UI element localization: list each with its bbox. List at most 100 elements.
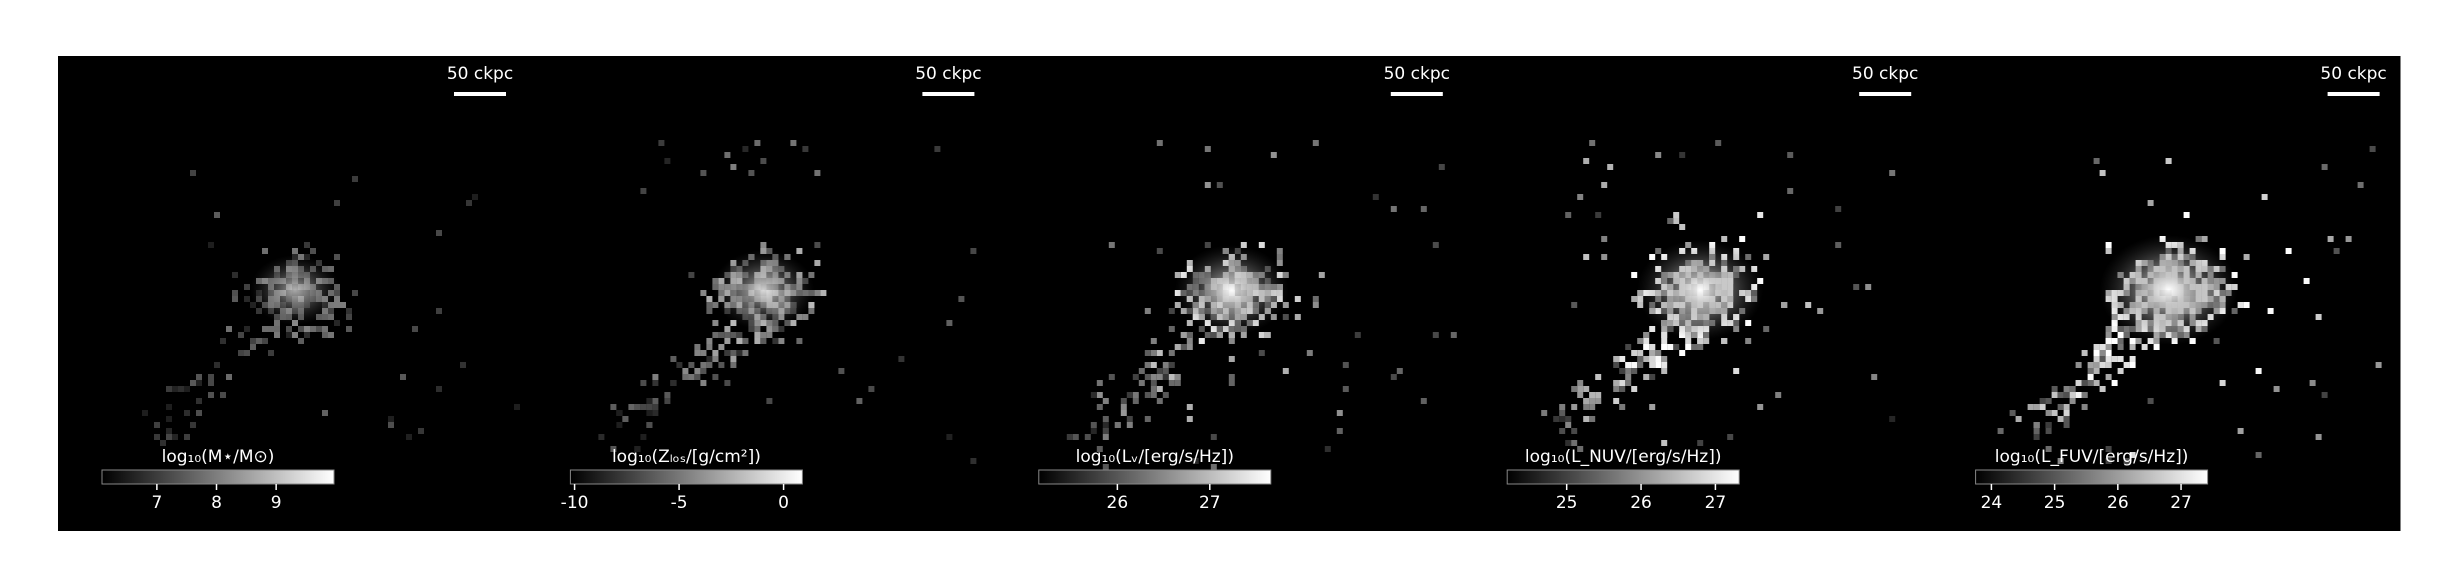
pixel (1186, 404, 1193, 410)
pixel (196, 398, 202, 404)
pixel (1577, 380, 1584, 386)
pixel (166, 386, 172, 392)
pixel (190, 170, 196, 176)
pixel (688, 362, 695, 368)
pixel (1733, 368, 1740, 374)
pixel (2303, 278, 2310, 284)
pixel (1595, 212, 1602, 218)
pixel (196, 380, 202, 386)
pixel (1342, 362, 1349, 368)
pixel (808, 308, 815, 314)
pixel (598, 434, 605, 440)
pixel (2105, 446, 2112, 452)
pixel (2093, 350, 2100, 356)
pixel (958, 296, 965, 302)
pixel (724, 380, 731, 386)
colorbar (1506, 469, 1740, 485)
pixel (616, 410, 623, 416)
pixel (1102, 422, 1109, 428)
pixel (970, 458, 977, 464)
pixel (760, 332, 767, 338)
pixel (1619, 386, 1626, 392)
pixel (1619, 380, 1626, 386)
pixel (1559, 410, 1566, 416)
pixel (2147, 398, 2154, 404)
pixel (1559, 428, 1566, 434)
pixel (1156, 398, 1163, 404)
pixel (2111, 326, 2118, 332)
pixel (1661, 362, 1668, 368)
colorbar-label: log₁₀(Lᵥ/[erg/s/Hz]) (1076, 447, 1234, 467)
pixel (652, 410, 659, 416)
pixel (1168, 350, 1175, 356)
pixel (640, 404, 647, 410)
pixel (2309, 380, 2316, 386)
pixel (1108, 374, 1115, 380)
pixel (1679, 350, 1686, 356)
pixel (1889, 416, 1896, 422)
pixel (1649, 326, 1656, 332)
pixel (1210, 434, 1217, 440)
scale-bar (2327, 92, 2380, 96)
pixel (1577, 194, 1584, 200)
pixel (1601, 182, 1608, 188)
pixel (322, 326, 328, 332)
pixel (334, 200, 340, 206)
pixel (1637, 350, 1644, 356)
pixel (1156, 386, 1163, 392)
pixel (1216, 332, 1223, 338)
panel: 50 ckpc log₁₀(Zₗₒₛ/[g/cm²]) -10 -5 0 (526, 56, 996, 531)
pixel (712, 320, 719, 326)
pixel (352, 290, 358, 296)
colorbar-tick-label: 0 (778, 493, 789, 513)
pixel (292, 332, 298, 338)
pixel (2105, 362, 2112, 368)
colorbar-tick-label: 25 (1556, 493, 1578, 513)
pixel (346, 308, 352, 314)
galaxy-core (1637, 240, 1764, 340)
pixel (1637, 356, 1644, 362)
panel: 50 ckpc log₁₀(L_FUV/[erg/s/Hz]) 24 25 26 27 (1931, 56, 2401, 531)
pixel (700, 170, 707, 176)
pixel (1156, 374, 1163, 380)
pixel (196, 374, 202, 380)
pixel (1102, 428, 1109, 434)
pixel (1132, 398, 1139, 404)
pixel (802, 146, 809, 152)
pixel (1619, 356, 1626, 362)
pixel (688, 272, 695, 278)
pixel (1126, 422, 1133, 428)
pixel (268, 350, 274, 356)
pixel (1739, 236, 1746, 242)
pixel (1438, 164, 1445, 170)
pixel (2075, 362, 2082, 368)
colorbar-label: log₁₀(L_NUV/[erg/s/Hz]) (1525, 447, 1722, 467)
pixel (1805, 302, 1812, 308)
pixel (1174, 272, 1181, 278)
pixel (2153, 344, 2160, 350)
pixel (1264, 332, 1271, 338)
pixel (2213, 338, 2220, 344)
pixel (1156, 140, 1163, 146)
pixel (1649, 374, 1656, 380)
pixel (724, 152, 731, 158)
pixel (2075, 380, 2082, 386)
pixel (1312, 296, 1319, 302)
pixel (1282, 272, 1289, 278)
pixel (2069, 398, 2076, 404)
pixel (2081, 392, 2088, 398)
pixel (1174, 302, 1181, 308)
pixel (1150, 392, 1157, 398)
pixel (1102, 434, 1109, 440)
pixel (322, 332, 328, 338)
pixel (2141, 344, 2148, 350)
pixel (706, 302, 713, 308)
pixel (2045, 428, 2052, 434)
pixel (190, 422, 196, 428)
pixel (1114, 422, 1121, 428)
pixel (664, 158, 671, 164)
colorbar (101, 469, 335, 485)
pixel (196, 410, 202, 416)
pixel (1210, 464, 1217, 470)
pixel (760, 158, 767, 164)
